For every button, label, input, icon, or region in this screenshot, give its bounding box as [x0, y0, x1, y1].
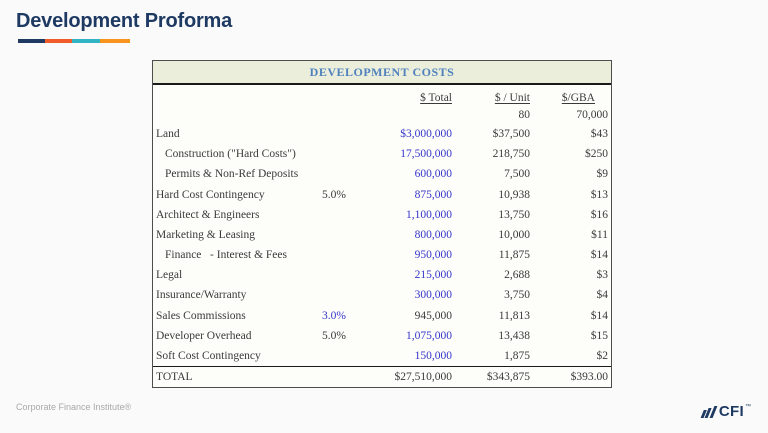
page-title: Development Proforma: [16, 10, 233, 32]
row-per-gba: $16: [590, 208, 608, 221]
row-label: Marketing & Leasing: [156, 228, 256, 241]
cfi-logo-text: CFI: [718, 403, 744, 420]
footer-text: Corporate Finance Institute®: [16, 402, 132, 412]
row-label: Land: [156, 128, 180, 141]
row-per-unit: 10,938: [498, 188, 530, 201]
table-row: Permits & Non-Ref Deposits 600,000 7,500…: [153, 164, 611, 184]
units-value-unit: 80: [518, 109, 531, 121]
units-value-gba: 70,000: [576, 109, 608, 121]
col-header-unit: $ / Unit: [494, 92, 530, 104]
table-row: Land $3,000,000 $37,500 $43: [153, 124, 611, 144]
row-per-gba: $4: [596, 289, 609, 302]
col-header-gba: $/GBA: [561, 92, 595, 104]
row-label: Soft Cost Contingency: [156, 349, 261, 362]
row-percent: 5.0%: [322, 188, 346, 201]
underline-segment-orange: [100, 39, 130, 43]
row-per-gba: $43: [590, 128, 608, 141]
total-value-gba: $393.00: [570, 371, 608, 383]
row-per-gba: $11: [591, 228, 608, 241]
row-per-gba: $14: [590, 309, 608, 322]
col-header-total: $ Total: [420, 92, 452, 104]
row-total: 300,000: [414, 289, 452, 302]
row-total: 800,000: [414, 228, 452, 241]
row-total: 150,000: [414, 349, 452, 362]
table-row: Soft Cost Contingency 150,000 1,875 $2: [153, 346, 611, 366]
row-per-unit: 11,875: [498, 249, 530, 262]
title-underline: [18, 39, 130, 43]
row-total: 600,000: [414, 168, 452, 181]
row-total: 950,000: [414, 249, 452, 262]
cfi-logo-icon: [699, 405, 718, 418]
row-label: Finance - Interest & Fees: [165, 249, 287, 262]
row-label: Legal: [156, 269, 183, 282]
row-total: 1,075,000: [406, 329, 452, 342]
row-label: Hard Cost Contingency: [156, 188, 265, 201]
table-row: Legal 215,000 2,688 $3: [153, 265, 611, 285]
total-value-unit: $343,875: [486, 371, 530, 383]
total-label: TOTAL: [156, 371, 193, 383]
row-per-unit: 7,500: [504, 168, 530, 181]
underline-segment-teal: [72, 39, 100, 43]
table-row: Developer Overhead 5.0% 1,075,000 13,438…: [153, 326, 611, 346]
table-row: Sales Commissions 3.0% 945,000 11,813 $1…: [153, 306, 611, 326]
cfi-trademark: ™: [745, 403, 751, 410]
row-per-gba: $14: [590, 249, 608, 262]
row-label: Insurance/Warranty: [156, 289, 247, 302]
cfi-logo: CFI ™: [699, 403, 751, 420]
row-label: Construction ("Hard Costs"): [165, 148, 296, 161]
row-label: Permits & Non-Ref Deposits: [165, 168, 299, 181]
table-rows: Land $3,000,000 $37,500 $43 Construction…: [153, 124, 611, 366]
row-total: 215,000: [414, 269, 452, 282]
row-total: $3,000,000: [400, 128, 452, 141]
row-label: Architect & Engineers: [156, 208, 260, 221]
row-label: Sales Commissions: [156, 309, 246, 322]
underline-segment-red-orange: [45, 39, 72, 43]
row-per-unit: 11,813: [498, 309, 530, 322]
row-percent: 3.0%: [322, 309, 346, 322]
underline-segment-navy: [18, 39, 45, 43]
row-per-gba: $250: [585, 148, 608, 161]
row-per-unit: 1,875: [504, 349, 530, 362]
column-header-row: $ Total $ / Unit $/GBA: [153, 85, 611, 106]
development-costs-table: DEVELOPMENT COSTS $ Total $ / Unit $/GBA…: [152, 60, 612, 388]
table-row: Hard Cost Contingency 5.0% 875,000 10,93…: [153, 185, 611, 205]
table-row: Marketing & Leasing 800,000 10,000 $11: [153, 225, 611, 245]
row-per-unit: 218,750: [492, 148, 530, 161]
row-per-unit: 13,438: [498, 329, 530, 342]
row-per-gba: $9: [596, 168, 609, 181]
total-value-total: $27,510,000: [394, 371, 453, 383]
row-per-unit: 10,000: [498, 228, 530, 241]
table-row: Architect & Engineers 1,100,000 13,750 $…: [153, 205, 611, 225]
row-per-unit: 13,750: [498, 208, 530, 221]
row-per-unit: $37,500: [492, 128, 530, 141]
row-total: 17,500,000: [400, 148, 452, 161]
row-per-gba: $3: [596, 269, 609, 282]
table-row: Construction ("Hard Costs") 17,500,000 2…: [153, 144, 611, 164]
row-per-gba: $2: [596, 349, 609, 362]
row-total: 1,100,000: [406, 208, 452, 221]
units-row: 80 70,000: [153, 106, 611, 124]
row-per-gba: $15: [590, 329, 608, 342]
row-per-gba: $13: [590, 188, 608, 201]
row-percent: 5.0%: [322, 329, 346, 342]
table-row: Insurance/Warranty 300,000 3,750 $4: [153, 285, 611, 305]
row-per-unit: 2,688: [504, 269, 530, 282]
row-per-unit: 3,750: [504, 289, 530, 302]
row-total: 945,000: [414, 309, 452, 322]
row-label: Developer Overhead: [156, 329, 252, 342]
table-row: Finance - Interest & Fees 950,000 11,875…: [153, 245, 611, 265]
row-total: 875,000: [414, 188, 452, 201]
total-row: TOTAL $27,510,000 $343,875 $393.00: [153, 366, 611, 387]
table-title: DEVELOPMENT COSTS: [153, 61, 611, 85]
